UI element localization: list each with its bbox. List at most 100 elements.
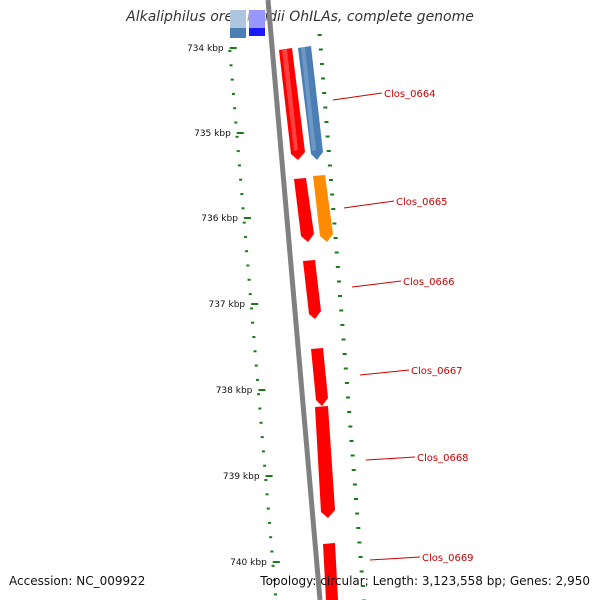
inner-track-dot [237, 164, 241, 167]
gene-label[interactable]: Clos_0668 [417, 453, 469, 464]
inner-track-dot [269, 536, 273, 539]
tick-mark [243, 217, 251, 219]
inner-track-dot [260, 436, 264, 439]
tick-label: 736 kbp [201, 214, 238, 224]
gene-arrow-red-5[interactable] [315, 406, 335, 518]
outer-track-dot [360, 585, 365, 587]
tick-mark [236, 132, 244, 134]
outer-track-dot [343, 367, 348, 370]
tick-label: 738 kbp [216, 386, 253, 396]
inner-track-dot [270, 550, 274, 553]
length-label: Length: [372, 574, 419, 588]
outer-track-dot [336, 280, 341, 283]
outer-track-dot [317, 34, 322, 36]
gene-label-leader [369, 556, 421, 561]
inner-track-dot [267, 521, 271, 524]
inner-track-dot [236, 150, 240, 153]
gene-arrow-red-2[interactable] [294, 178, 314, 242]
outer-track-dot [331, 208, 336, 210]
outer-track-dot [350, 454, 355, 457]
gene-arrow-red-4[interactable] [311, 348, 328, 406]
inner-track-dot [239, 178, 243, 181]
outer-track-dot [347, 411, 352, 413]
outer-track-dot [349, 440, 354, 442]
backbone-track [265, 0, 323, 600]
gene-arrow-blue[interactable] [298, 46, 323, 160]
inner-track-dot [249, 307, 253, 310]
inner-track-dot [265, 493, 269, 496]
gene-label-leader [343, 200, 395, 209]
outer-track-dot [318, 48, 323, 51]
tick-mark [272, 561, 280, 563]
gene-label-leader [359, 369, 410, 376]
outer-track-dot [321, 77, 326, 80]
gene-arrow-orange[interactable] [313, 175, 333, 242]
length-value: 3,123,558 bp [421, 574, 502, 588]
tick-mark [229, 47, 237, 49]
gene-labels: Clos_0664 Clos_0665 Clos_0666 Clos_0667 Clos… [332, 89, 474, 564]
inner-track-dot [261, 450, 265, 453]
gene-arrow-red-1[interactable] [279, 48, 305, 160]
inner-track-dot [228, 50, 232, 52]
outer-track-dot [324, 121, 329, 123]
gene-label[interactable]: Clos_0664 [384, 89, 436, 100]
inner-track-dot [246, 264, 250, 267]
outer-track-dot [334, 251, 339, 254]
inner-track-dot [263, 464, 267, 467]
tick-label: 737 kbp [208, 300, 245, 310]
outer-track-dot [359, 570, 364, 573]
inner-dotted-track [228, 50, 277, 596]
inner-track-dot [252, 336, 256, 338]
gene-arrow-red-3[interactable] [303, 260, 321, 319]
tick-label: 740 kbp [230, 558, 267, 568]
outer-track-dot [333, 237, 338, 239]
tick-label: 735 kbp [194, 129, 231, 139]
gene-label-leader [332, 92, 383, 101]
outer-track-dot [348, 425, 353, 428]
genes-label: Genes: [509, 574, 552, 588]
outer-track-dot [338, 295, 343, 297]
inner-track-dot [240, 193, 244, 195]
gene-label[interactable]: Clos_0666 [403, 277, 455, 288]
inner-track-dot [245, 250, 249, 253]
gene-label[interactable]: Clos_0667 [411, 366, 463, 377]
inner-track-dot [243, 235, 247, 238]
gene-label[interactable]: Clos_0669 [422, 553, 474, 564]
tick-mark [258, 389, 266, 391]
outer-track-dot [357, 541, 362, 544]
inner-track-dot [234, 121, 238, 124]
topology-label: Topology: [260, 574, 317, 588]
gene-label-leader [365, 456, 416, 461]
outer-track-dot [332, 222, 337, 225]
outer-dotted-track [317, 34, 366, 600]
gene-label[interactable]: Clos_0665 [396, 197, 448, 208]
inner-track-dot [264, 479, 268, 481]
inner-track-dot [248, 293, 252, 296]
gene-label-leader [351, 280, 402, 288]
topology-value: circular [320, 574, 365, 588]
outer-track-dot [322, 92, 327, 94]
top-features [230, 10, 266, 38]
outer-track-dot [339, 309, 344, 312]
outer-track-dot [355, 512, 360, 515]
inner-track-dot [257, 393, 261, 396]
inner-track-dot [229, 64, 233, 67]
tick-label: 739 kbp [223, 472, 260, 482]
outer-track-dot [352, 483, 357, 486]
accession-value: NC_009922 [76, 574, 146, 588]
outer-track-dot [354, 498, 359, 500]
outer-track-dot [327, 164, 332, 167]
gene-arrow-red-6[interactable] [323, 543, 338, 600]
outer-track-dot [319, 63, 324, 65]
inner-track-dot [231, 92, 235, 95]
tick-mark [251, 303, 259, 305]
inner-track-dot [259, 421, 263, 424]
tick-label: 734 kbp [187, 44, 224, 54]
outer-track-dot [344, 382, 349, 384]
outer-track-dot [335, 266, 340, 268]
inner-track-dot [251, 321, 255, 324]
inner-track-dot [241, 207, 245, 210]
page-title: Alkaliphilus oremlandii OhILAs, complete… [126, 9, 474, 25]
genome-stats: Topology: circular; Length: 3,123,558 bp… [260, 574, 590, 588]
accession-info: Accession: NC_009922 [9, 574, 145, 588]
